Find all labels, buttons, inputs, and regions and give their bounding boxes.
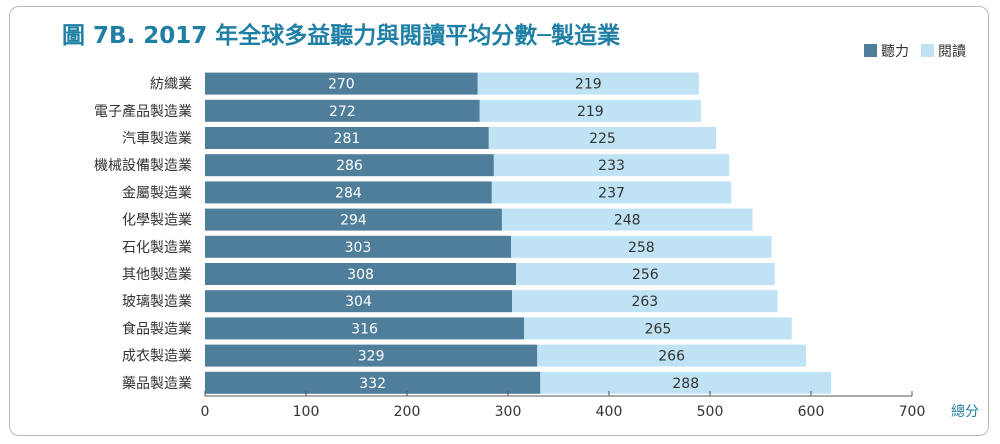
- bar-reading: [537, 344, 806, 367]
- category-label: 機械設備製造業: [94, 158, 192, 174]
- bar-reading: [501, 208, 753, 231]
- data-label-reading: 288: [672, 376, 699, 392]
- bar-listening: [205, 235, 512, 258]
- category-label: 成衣製造業: [122, 349, 192, 365]
- data-label-reading: 237: [598, 185, 625, 201]
- x-tick-label: 200: [394, 404, 421, 420]
- data-label-reading: 258: [628, 240, 655, 256]
- bar-reading: [493, 154, 730, 177]
- data-label-reading: 225: [589, 131, 616, 147]
- bar-listening: [205, 344, 538, 367]
- bar-listening: [205, 181, 492, 204]
- data-label-reading: 263: [631, 294, 658, 310]
- bar-listening: [205, 72, 478, 95]
- legend-swatch-listening: [864, 44, 877, 57]
- category-label: 藥品製造業: [122, 376, 192, 392]
- bar-listening: [205, 290, 513, 313]
- category-label: 汽車製造業: [122, 130, 192, 147]
- category-label: 電子產品製造業: [94, 103, 192, 120]
- data-label-reading: 233: [598, 158, 625, 174]
- bar-reading: [488, 127, 717, 149]
- category-label: 紡織業: [150, 77, 192, 93]
- bar-listening: [205, 154, 494, 177]
- category-label: 化學製造業: [122, 213, 192, 229]
- x-axis-title: 總分: [951, 403, 979, 420]
- data-label-listening: 286: [336, 158, 363, 174]
- bar-listening: [205, 208, 502, 231]
- data-label-reading: 256: [632, 267, 659, 283]
- x-tick-label: 700: [899, 404, 926, 420]
- x-tick-label: 0: [201, 404, 210, 420]
- data-label-listening: 270: [328, 77, 355, 93]
- bar-listening: [205, 99, 480, 122]
- category-label: 石化製造業: [122, 240, 192, 256]
- bar-reading: [491, 181, 732, 204]
- bar-listening: [205, 317, 525, 340]
- x-tick-label: 100: [293, 404, 320, 420]
- x-tick-label: 600: [798, 404, 825, 420]
- category-label: 金屬製造業: [122, 185, 192, 201]
- bar-reading: [540, 371, 832, 394]
- data-label-listening: 316: [351, 321, 378, 337]
- category-label: 玻璃製造業: [122, 293, 192, 310]
- data-label-listening: 332: [359, 376, 386, 392]
- data-label-reading: 219: [577, 104, 604, 120]
- data-label-reading: 265: [645, 321, 672, 337]
- legend-label-reading: 閱讀: [938, 44, 966, 60]
- x-tick-label: 400: [596, 404, 623, 420]
- legend-swatch-reading: [921, 44, 934, 57]
- category-label: 其他製造業: [122, 267, 192, 283]
- data-label-listening: 304: [345, 294, 372, 310]
- bar-listening: [205, 371, 541, 394]
- data-label-listening: 272: [329, 104, 356, 120]
- data-label-listening: 294: [340, 213, 367, 229]
- bar-listening: [205, 127, 489, 149]
- category-label: 食品製造業: [122, 320, 192, 337]
- data-label-listening: 303: [345, 240, 372, 256]
- x-tick-label: 500: [697, 404, 724, 420]
- x-tick-label: 300: [495, 404, 522, 420]
- bar-reading: [516, 263, 775, 285]
- data-label-listening: 329: [358, 349, 385, 365]
- bar-reading: [524, 317, 792, 340]
- data-label-reading: 266: [658, 349, 685, 365]
- chart-title: 圖 7B. 2017 年全球多益聽力與閱讀平均分數─製造業: [62, 23, 621, 49]
- data-label-reading: 219: [575, 77, 602, 93]
- legend-label-listening: 聽力: [881, 44, 909, 60]
- bar-reading: [512, 290, 778, 313]
- bar-reading: [477, 72, 699, 95]
- bar-reading: [479, 99, 701, 122]
- bar-listening: [205, 263, 517, 285]
- data-label-reading: 248: [614, 213, 641, 229]
- data-label-listening: 281: [334, 131, 361, 147]
- bar-reading: [511, 235, 772, 258]
- data-label-listening: 308: [347, 267, 374, 283]
- data-label-listening: 284: [335, 185, 362, 201]
